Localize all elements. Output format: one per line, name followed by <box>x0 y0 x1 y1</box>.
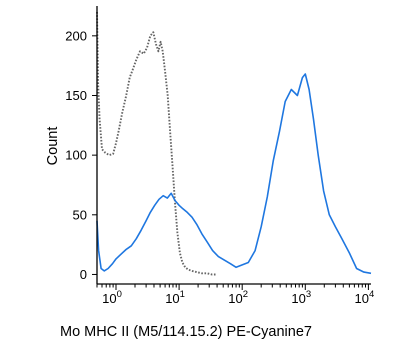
y-tick-label: 50 <box>73 207 87 222</box>
x-tick-base: 10 <box>165 291 179 306</box>
y-tick-label: 200 <box>65 28 87 43</box>
series-line-solid <box>96 73 372 275</box>
series-line-dotted <box>96 11 218 276</box>
x-tick-base: 10 <box>291 291 305 306</box>
y-tick-label: 0 <box>80 267 87 282</box>
x-tick-base: 10 <box>102 291 116 306</box>
x-tick-label: 104 <box>355 289 375 306</box>
y-tick-label: 100 <box>65 148 87 163</box>
x-axis-ticks: 100 101 102 103 104 <box>96 284 375 306</box>
x-tick-label: 103 <box>291 289 311 306</box>
x-tick-label: 102 <box>228 289 248 306</box>
y-tick-label: 150 <box>65 88 87 103</box>
y-axis-title: Count <box>45 127 61 166</box>
x-tick-exponent: 0 <box>117 289 122 300</box>
x-tick-exponent: 3 <box>306 289 311 300</box>
x-tick-base: 10 <box>355 291 369 306</box>
series-layer <box>96 11 372 276</box>
x-tick-exponent: 2 <box>243 289 248 300</box>
x-tick-exponent: 1 <box>180 289 185 300</box>
x-tick-label: 100 <box>102 289 122 306</box>
x-axis-title: Mo MHC II (M5/114.15.2) PE-Cyanine7 <box>60 324 312 340</box>
y-axis-ticks: 0 50 100 150 200 <box>65 28 97 282</box>
x-tick-base: 10 <box>228 291 242 306</box>
x-tick-label: 101 <box>165 289 185 306</box>
x-tick-exponent: 4 <box>369 289 374 300</box>
